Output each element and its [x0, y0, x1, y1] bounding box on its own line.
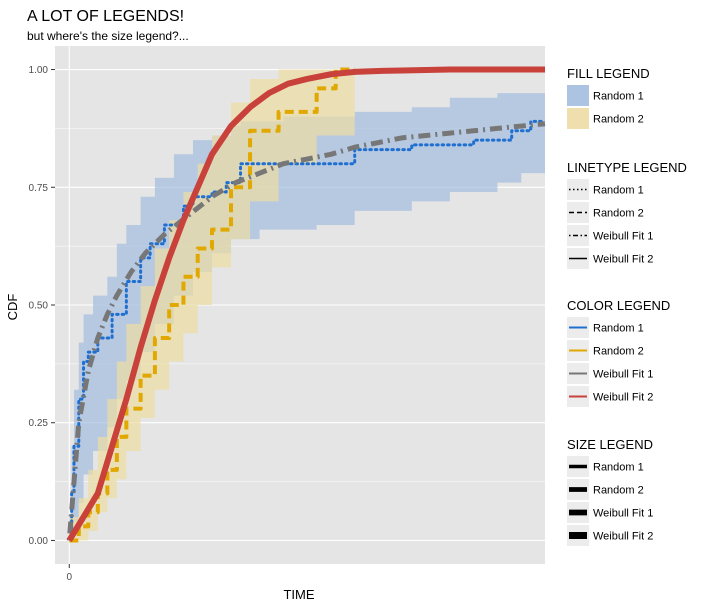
- legend-label: Random 2: [593, 346, 644, 358]
- legend-label: Random 1: [593, 462, 644, 474]
- series-line-4: [66, 66, 545, 543]
- legend-key-fill: [567, 85, 589, 106]
- y-tick-label: 0.25: [29, 418, 49, 429]
- legend-item: Random 1: [567, 456, 644, 477]
- legend-item: Weibull Fit 1: [567, 502, 653, 523]
- y-tick-label: 0.75: [29, 183, 49, 194]
- y-axis-label: CDF: [5, 294, 20, 321]
- legend-title: SIZE LEGEND: [567, 437, 653, 452]
- legend-item: Random 2: [567, 340, 644, 361]
- x-axis: 0: [66, 564, 72, 583]
- y-axis: 0.00 0.25 0.50 0.75 1.00: [29, 65, 55, 547]
- legend-color: COLOR LEGEND Random 1 Random 2 Weibull Fit …: [567, 298, 670, 407]
- legend-label: Random 1: [593, 185, 644, 197]
- legend-item: Random 2: [567, 202, 644, 223]
- y-tick-label: 0.00: [29, 536, 49, 547]
- legend-label: Weibull Fit 2: [593, 254, 653, 266]
- legend-item: Weibull Fit 2: [567, 525, 653, 546]
- y-tick-label: 1.00: [29, 65, 49, 76]
- legend-title: COLOR LEGEND: [567, 298, 670, 313]
- legend-item: Random 1: [567, 179, 644, 200]
- plot-panel: [55, 46, 547, 564]
- legend-label: Weibull Fit 2: [593, 531, 653, 543]
- legend-label: Random 2: [593, 485, 644, 497]
- chart-subtitle: but where's the size legend?...: [27, 29, 189, 43]
- x-axis-label: TIME: [283, 587, 314, 602]
- legend-item: Random 2: [567, 479, 644, 500]
- legend-item: Random 2: [567, 108, 644, 129]
- legend-item: Random 1: [567, 85, 644, 106]
- legend-fill: FILL LEGEND Random 1 Random 2: [567, 66, 650, 129]
- legend-key-fill: [567, 108, 589, 129]
- legend-item: Random 1: [567, 317, 644, 338]
- legend-label: Random 2: [593, 208, 644, 220]
- legend-item: Weibull Fit 1: [567, 363, 653, 384]
- legend-title: LINETYPE LEGEND: [567, 160, 687, 175]
- legend-item: Weibull Fit 1: [567, 225, 653, 246]
- legend-label: Weibull Fit 1: [593, 231, 653, 243]
- legend-label: Weibull Fit 2: [593, 392, 653, 404]
- legend-size: SIZE LEGEND Random 1 Random 2 Weibull Fit 1…: [567, 437, 653, 546]
- legend-item: Weibull Fit 2: [567, 248, 653, 269]
- legend-item: Weibull Fit 2: [567, 386, 653, 407]
- legend-linetype: LINETYPE LEGEND Random 1 Random 2 Weibull F…: [567, 160, 687, 269]
- legend-title: FILL LEGEND: [567, 66, 650, 81]
- x-tick-label: 0: [66, 572, 72, 583]
- legend-label: Random 2: [593, 114, 644, 126]
- legend-label: Random 1: [593, 323, 644, 335]
- series-line-3: [66, 121, 546, 541]
- chart-title: A LOT OF LEGENDS!: [27, 8, 184, 25]
- legend-label: Weibull Fit 1: [593, 508, 653, 520]
- legend-label: Random 1: [593, 91, 644, 103]
- ribbon-2: [69, 69, 355, 541]
- legend-label: Weibull Fit 1: [593, 369, 653, 381]
- y-tick-label: 0.50: [29, 301, 49, 312]
